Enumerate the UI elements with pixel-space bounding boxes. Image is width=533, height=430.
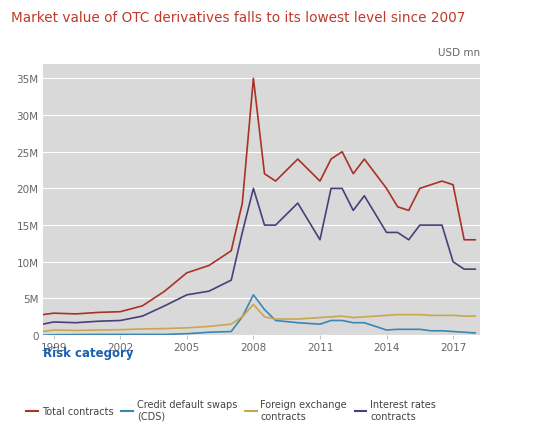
- Text: USD mn: USD mn: [439, 48, 481, 58]
- Text: Market value of OTC derivatives falls to its lowest level since 2007: Market value of OTC derivatives falls to…: [11, 11, 465, 25]
- Legend: Total contracts, Credit default swaps
(CDS), Foreign exchange
contracts, Interes: Total contracts, Credit default swaps (C…: [26, 399, 436, 421]
- Text: Risk category: Risk category: [43, 346, 133, 359]
